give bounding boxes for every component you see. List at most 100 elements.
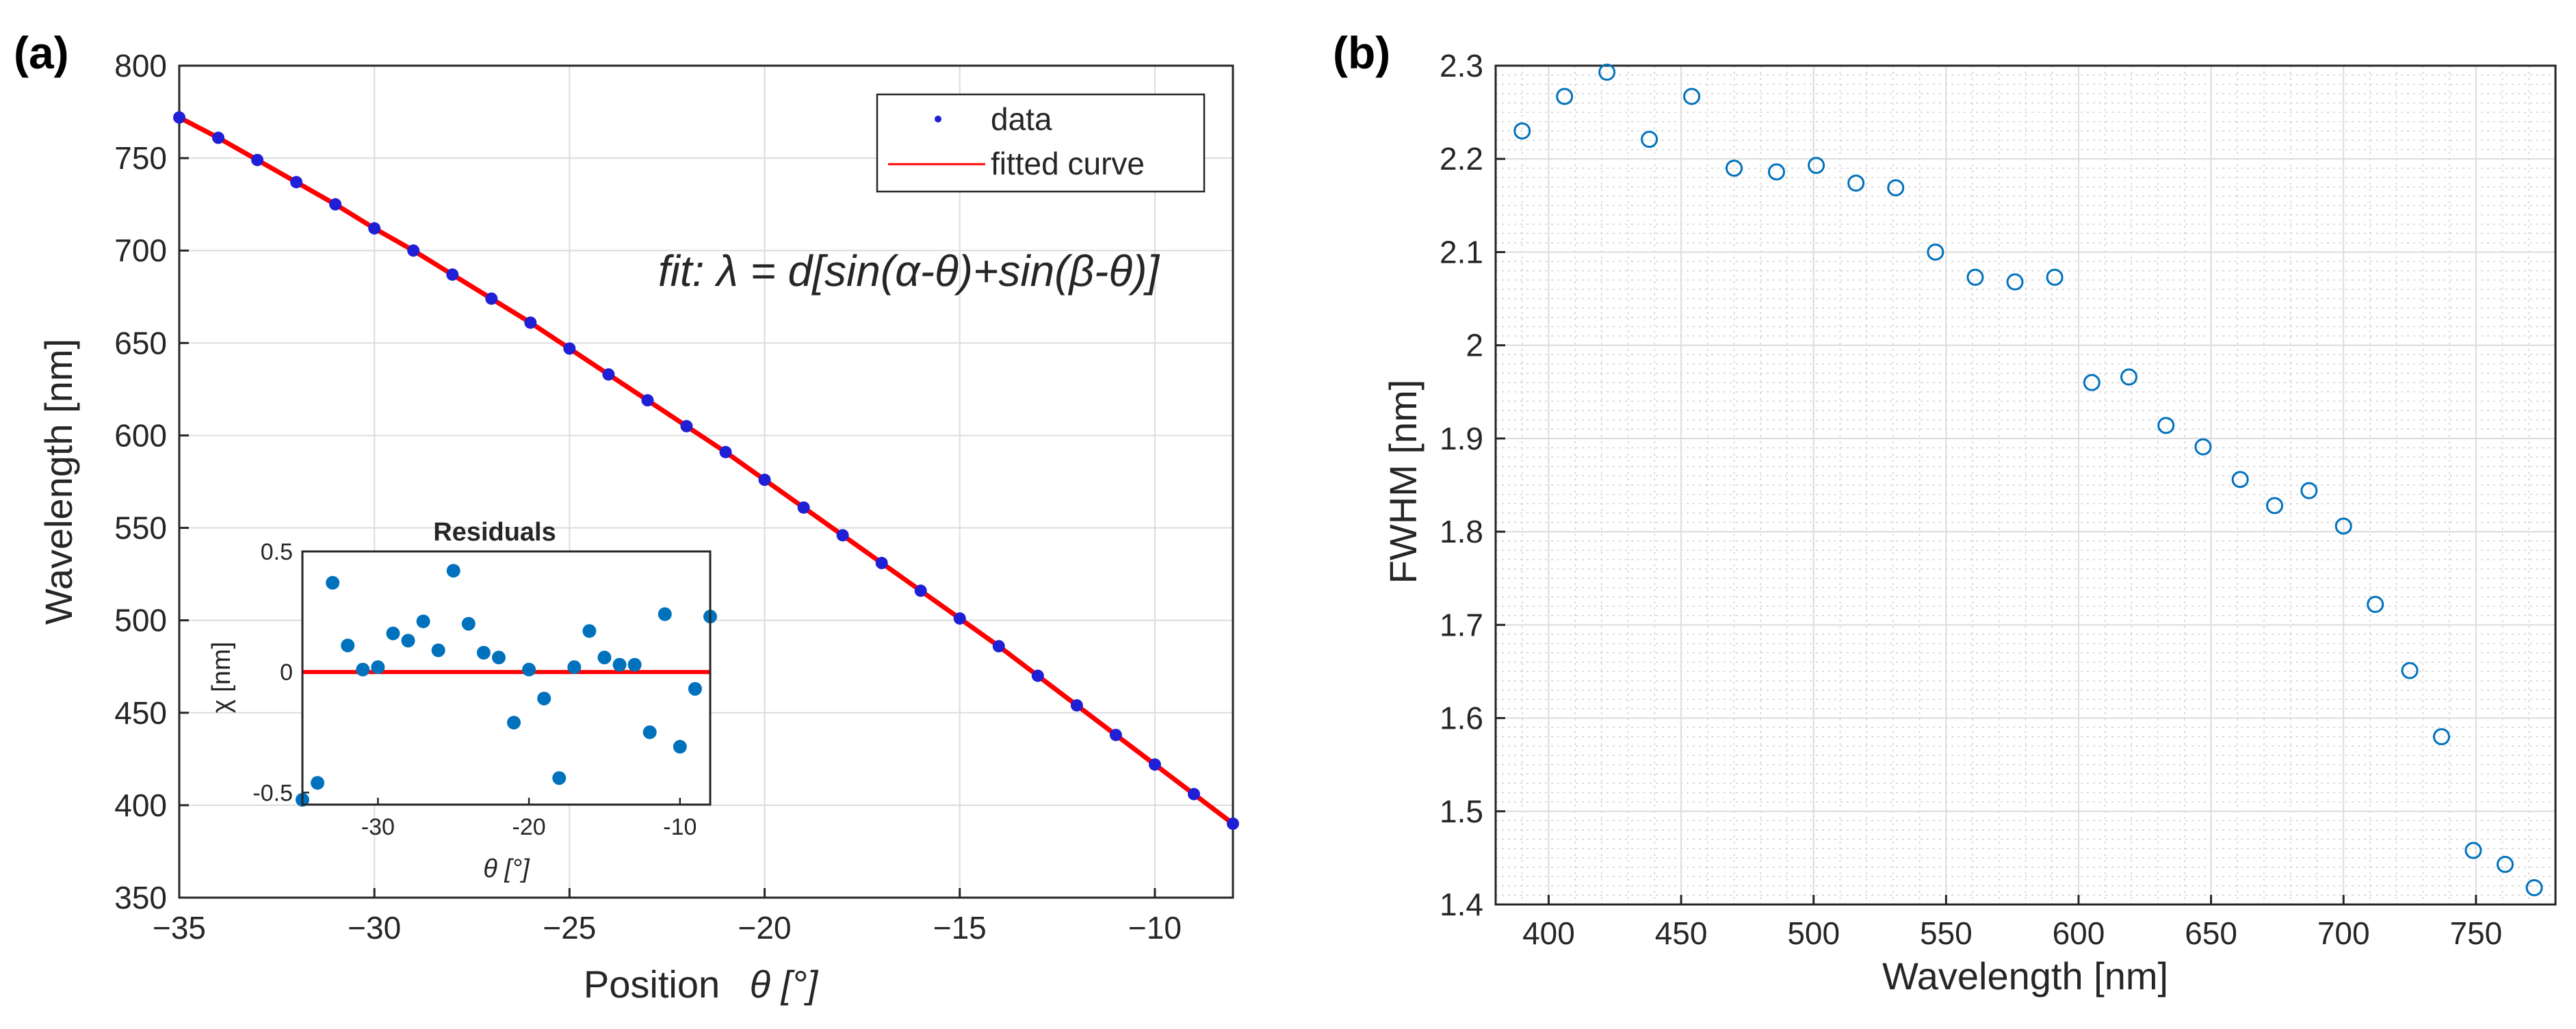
- data-point: [563, 342, 576, 355]
- panel-a-y-tick-label: 400: [114, 787, 167, 823]
- panel-a-label: (a): [14, 27, 69, 78]
- inset-x-tick-label: -20: [512, 814, 546, 840]
- residual-point: [431, 643, 445, 657]
- data-point: [914, 584, 927, 597]
- fwhm-point: [2525, 878, 2543, 896]
- fwhm-point: [2300, 482, 2318, 499]
- residual-point: [658, 607, 672, 621]
- residual-point: [311, 776, 325, 790]
- fwhm-point: [2046, 268, 2064, 286]
- legend-data-label: data: [991, 101, 1052, 137]
- panel-a-y-tick-label: 500: [114, 603, 167, 638]
- fwhm-point: [2006, 273, 2024, 291]
- residual-point: [401, 634, 415, 648]
- panel-b-y-tick-label: 2.2: [1440, 141, 1483, 177]
- panel-a-y-tick-label: 600: [114, 417, 167, 453]
- panel-b-x-tick-label: 500: [1787, 915, 1840, 951]
- panel-b-x-tick-label: 600: [2053, 915, 2105, 951]
- fwhm-point: [1847, 174, 1865, 192]
- panel-a-y-tick-label: 350: [114, 880, 167, 915]
- fwhm-point: [2120, 368, 2138, 386]
- fwhm-point: [2367, 595, 2384, 613]
- fitted-curve-line: [178, 115, 1235, 826]
- panel-b-x-tick-label: 450: [1655, 915, 1708, 951]
- residual-point: [491, 651, 506, 665]
- residual-point: [341, 638, 355, 653]
- data-point: [446, 268, 459, 281]
- data-point: [251, 153, 264, 166]
- fwhm-point: [2401, 662, 2419, 679]
- residual-point: [612, 657, 627, 672]
- panel-b-grid: [1495, 65, 2556, 905]
- residual-point: [627, 657, 642, 672]
- data-point: [758, 473, 771, 486]
- data-point: [641, 394, 654, 407]
- legend-data-marker: [935, 116, 941, 122]
- panel-b-y-tick-label: 2.3: [1440, 48, 1483, 83]
- fwhm-point: [1598, 64, 1616, 81]
- inset-y-tick-label: 0: [280, 660, 293, 686]
- panel-a-y-ticks: 350 400 450 500 550 600 650 700 750 800: [114, 48, 189, 915]
- panel-b-y-tick-label: 1.6: [1440, 701, 1483, 736]
- fwhm-point: [1726, 159, 1743, 177]
- inset-x-axis-label: θ [°]: [483, 855, 530, 883]
- panel-a-y-axis-label: Wavelength [nm]: [37, 339, 80, 625]
- residual-point: [597, 651, 612, 665]
- panel-b-x-tick-label: 400: [1522, 915, 1575, 951]
- data-point: [173, 111, 185, 124]
- fwhm-point: [2194, 438, 2212, 456]
- inset-frame: [301, 550, 712, 806]
- data-point: [1187, 787, 1200, 800]
- inset-y-axis-label: χ [nm]: [207, 642, 236, 713]
- panel-a-y-tick-label: 550: [114, 510, 167, 546]
- inset-background: [302, 551, 710, 805]
- inset-x-tick-label: -10: [663, 814, 697, 840]
- inset-series: [296, 564, 717, 807]
- panel-b-label: (b): [1333, 27, 1390, 78]
- data-point: [368, 222, 381, 235]
- legend: data fitted curve: [876, 93, 1206, 193]
- data-point: [680, 419, 693, 432]
- fwhm-point: [2334, 517, 2352, 535]
- inset-title: Residuals: [433, 518, 556, 547]
- residual-point: [461, 616, 476, 631]
- fwhm-point: [2231, 471, 2249, 489]
- data-point: [485, 292, 498, 305]
- fwhm-point: [2083, 374, 2100, 391]
- panel-a-x-tick-label: −25: [543, 910, 596, 946]
- residual-point: [582, 624, 597, 638]
- residual-point: [673, 740, 687, 754]
- panel-a-x-tick-label: −10: [1128, 910, 1182, 946]
- panel-a-y-tick-label: 650: [114, 325, 167, 361]
- residual-point: [446, 564, 460, 578]
- panel-a-x-axis-label: Position θ [°]: [584, 963, 819, 1006]
- panel-a-x-axis-label-symbol: θ [°]: [750, 963, 819, 1006]
- data-point: [524, 316, 537, 329]
- data-point: [1109, 729, 1122, 742]
- data-point: [836, 529, 849, 542]
- data-point: [992, 640, 1005, 653]
- residual-point: [476, 646, 491, 660]
- residual-point: [567, 660, 582, 675]
- panel-b-y-tick-label: 1.7: [1440, 607, 1483, 642]
- panel-a-x-tick-label: −20: [738, 910, 792, 946]
- data-point: [1070, 699, 1083, 712]
- panel-b-y-tick-label: 1.5: [1440, 794, 1483, 829]
- fwhm-point: [2157, 417, 2175, 434]
- residual-point: [522, 662, 536, 677]
- residual-point: [371, 660, 385, 675]
- panel-b-y-tick-label: 1.9: [1440, 421, 1483, 456]
- panel-b-x-tick-label: 750: [2449, 915, 2502, 951]
- fwhm-point: [1641, 131, 1658, 148]
- panel-b-x-ticks: 400 450 500 550 600 650 700 750: [1522, 895, 2502, 951]
- fit-equation: fit: λ = d[sin(α-θ)+sin(β-θ)]: [658, 246, 1160, 296]
- residual-point: [326, 575, 340, 590]
- panel-b-series: [1513, 64, 2543, 896]
- data-point: [953, 612, 966, 625]
- panel-a-plot-frame: [178, 64, 1234, 899]
- residual-point: [688, 681, 702, 696]
- data-point: [407, 244, 420, 257]
- data-point: [797, 501, 810, 514]
- panel-b-y-tick-label: 1.4: [1440, 887, 1483, 922]
